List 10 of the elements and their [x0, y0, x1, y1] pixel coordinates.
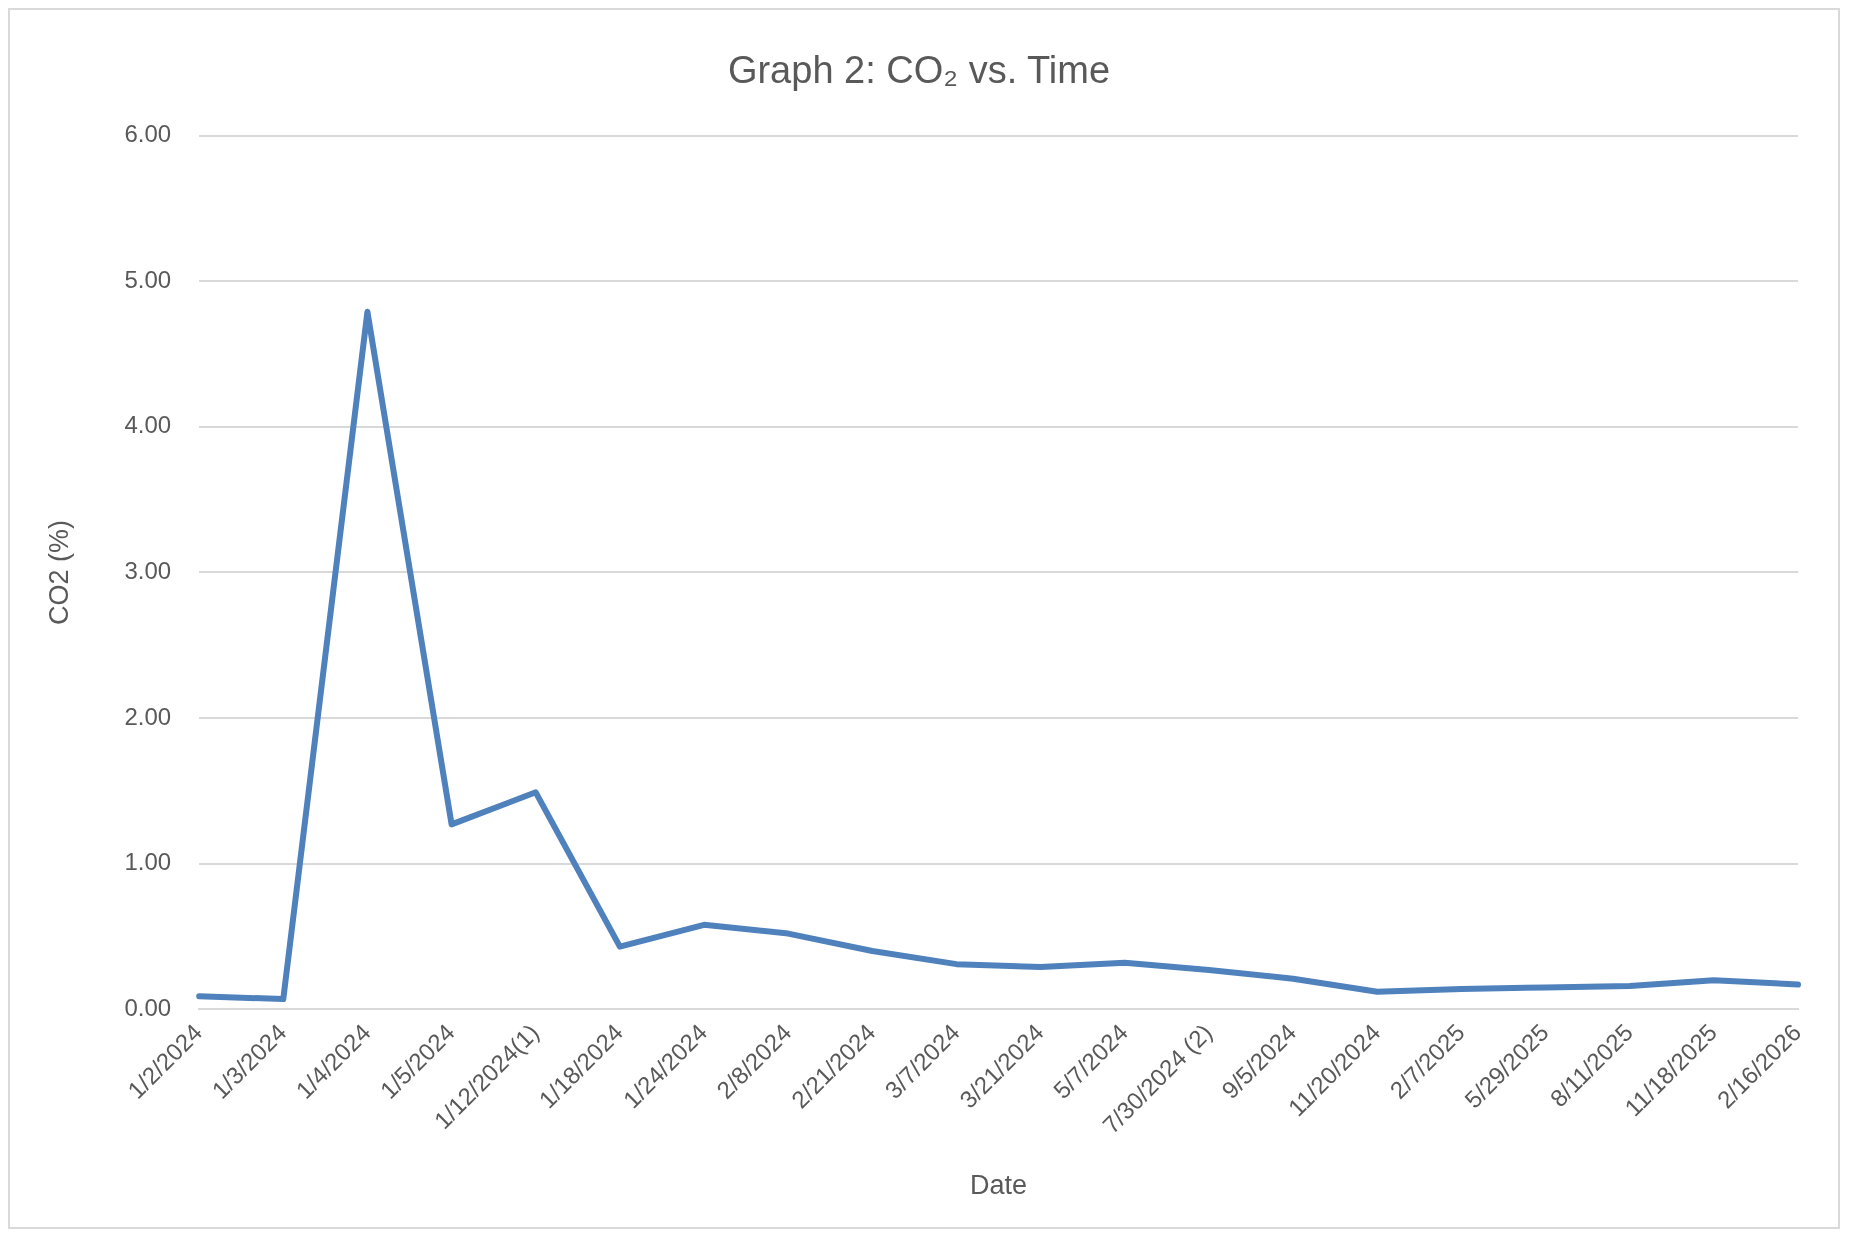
y-axis-title: CO2 (%) — [43, 519, 74, 625]
y-tick-label: 6.00 — [124, 120, 172, 148]
chart-title: Graph 2: CO₂ vs. Time — [727, 49, 1111, 92]
y-tick-label: 1.00 — [124, 848, 172, 876]
y-tick-label: 3.00 — [124, 557, 172, 585]
y-tick-label: 2.00 — [124, 702, 172, 730]
x-axis-title: Date — [970, 1170, 1028, 1201]
y-tick-label: 5.00 — [124, 265, 172, 293]
y-tick-label: 0.00 — [124, 993, 172, 1021]
y-tick-label: 4.00 — [124, 411, 172, 439]
